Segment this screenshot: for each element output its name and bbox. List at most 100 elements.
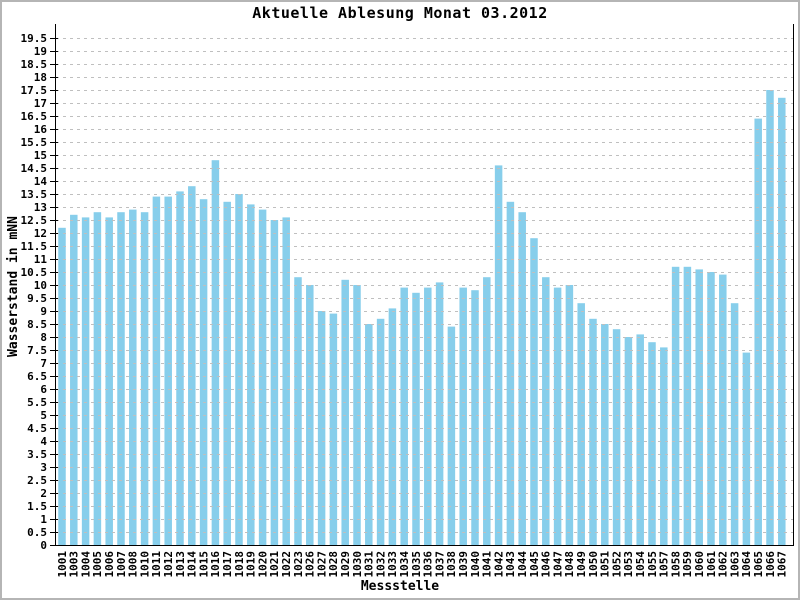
- bar-1028: [329, 313, 338, 545]
- x-tick-label: 1046: [540, 551, 553, 578]
- y-tick-label: 13: [34, 201, 47, 214]
- bar-1065: [754, 118, 762, 545]
- bar-1055: [648, 342, 656, 545]
- x-tick-label: 1062: [717, 551, 730, 578]
- y-tick-label: 2.5: [27, 474, 47, 487]
- x-tick-label: 1028: [327, 551, 340, 578]
- y-tick-label: 3.5: [27, 448, 47, 461]
- y-tick-label: 4.5: [27, 422, 47, 435]
- y-tick-label: 4: [40, 435, 47, 448]
- bar-1067: [778, 97, 786, 546]
- x-tick-label: 1023: [292, 551, 305, 578]
- bar-1047: [553, 287, 562, 545]
- bar-1012: [164, 196, 172, 545]
- x-tick-label: 1044: [516, 551, 529, 578]
- y-tick-label: 9: [40, 305, 47, 318]
- x-tick-label: 1027: [315, 551, 328, 578]
- x-tick-label: 1042: [492, 551, 505, 578]
- y-tick-label: 9.5: [27, 292, 47, 305]
- bar-1032: [376, 318, 385, 545]
- bar-1003: [70, 214, 78, 546]
- y-tick-label: 10: [34, 279, 47, 292]
- bar-1015: [199, 199, 208, 545]
- y-tick-label: 2: [40, 487, 47, 500]
- x-tick-label: 1067: [776, 551, 789, 578]
- y-tick-label: 16: [34, 123, 48, 136]
- x-tick-label: 1032: [374, 551, 387, 578]
- bar-1057: [660, 347, 668, 545]
- y-tick-label: 6.5: [27, 370, 47, 383]
- bar-1020: [258, 209, 267, 545]
- y-tick-label: 1: [40, 513, 47, 526]
- x-tick-label: 1016: [209, 551, 222, 578]
- x-tick-label: 1006: [103, 551, 116, 578]
- y-tick-label: 15.5: [21, 136, 48, 149]
- x-tick-label: 1051: [599, 551, 612, 578]
- x-tick-label: 1030: [351, 551, 364, 578]
- y-tick-label: 11.5: [21, 240, 48, 253]
- bar-1054: [636, 334, 644, 545]
- bar-1035: [412, 292, 420, 545]
- bar-1014: [188, 186, 196, 545]
- x-tick-label: 1058: [669, 551, 682, 578]
- y-tick-label: 12.5: [21, 214, 48, 227]
- x-tick-label: 1039: [457, 551, 470, 578]
- y-tick-label: 13.5: [21, 188, 48, 201]
- bar-1036: [424, 287, 432, 545]
- bar-1017: [223, 201, 231, 546]
- y-tick-label: 8.5: [27, 318, 47, 331]
- y-tick-label: 7.5: [27, 344, 47, 357]
- x-tick-label: 1008: [127, 551, 140, 578]
- x-tick-label: 1040: [469, 551, 482, 578]
- x-tick-label: 1017: [221, 551, 234, 578]
- x-tick-label: 1019: [245, 551, 258, 578]
- bar-1008: [129, 209, 137, 545]
- y-tick-label: 10.5: [21, 266, 48, 279]
- bar-1019: [247, 204, 255, 545]
- y-tick-label: 18: [34, 71, 47, 84]
- bar-1062: [719, 274, 727, 545]
- bar-1063: [730, 303, 739, 545]
- x-tick-label: 1001: [56, 551, 69, 578]
- x-tick-label: 1055: [646, 551, 659, 578]
- x-tick-label: 1061: [705, 551, 718, 578]
- x-tick-label: 1043: [504, 551, 517, 578]
- y-tick-label: 6: [40, 383, 47, 396]
- y-tick-label: 17: [34, 97, 47, 110]
- bar-1011: [152, 196, 161, 545]
- chart-title: Aktuelle Ablesung Monat 03.2012: [252, 4, 548, 22]
- bar-1022: [282, 217, 290, 545]
- bar-1041: [483, 277, 491, 545]
- y-tick-label: 15: [34, 149, 47, 162]
- x-tick-label: 1007: [115, 551, 128, 578]
- x-tick-label: 1037: [433, 551, 446, 578]
- bar-1060: [695, 269, 703, 545]
- x-tick-label: 1003: [68, 551, 81, 578]
- x-axis-title: Messstelle: [360, 579, 440, 594]
- x-tick-label: 1047: [551, 551, 564, 578]
- x-tick-label: 1011: [150, 551, 163, 578]
- x-tick-label: 1053: [622, 551, 635, 578]
- bar-1066: [766, 90, 774, 545]
- x-tick-label: 1060: [693, 551, 706, 578]
- bar-1039: [459, 287, 467, 545]
- bar-1005: [93, 212, 102, 545]
- bar-1023: [294, 277, 302, 545]
- bar-1016: [211, 160, 220, 545]
- bar-1064: [742, 352, 751, 545]
- x-tick-label: 1063: [728, 551, 741, 578]
- y-tick-label: 18.5: [21, 58, 48, 71]
- x-tick-label: 1054: [634, 551, 647, 578]
- bar-1049: [577, 303, 585, 545]
- x-tick-label: 1014: [186, 551, 199, 578]
- x-tick-label: 1012: [162, 551, 175, 578]
- x-tick-label: 1015: [197, 551, 210, 578]
- x-tick-label: 1038: [445, 551, 458, 578]
- bar-1018: [235, 194, 243, 545]
- x-tick-label: 1050: [587, 551, 600, 578]
- bar-1051: [601, 324, 609, 545]
- x-tick-label: 1005: [91, 551, 104, 578]
- bar-1021: [270, 220, 279, 545]
- x-tick-label: 1033: [386, 551, 399, 578]
- x-tick-label: 1022: [280, 551, 293, 578]
